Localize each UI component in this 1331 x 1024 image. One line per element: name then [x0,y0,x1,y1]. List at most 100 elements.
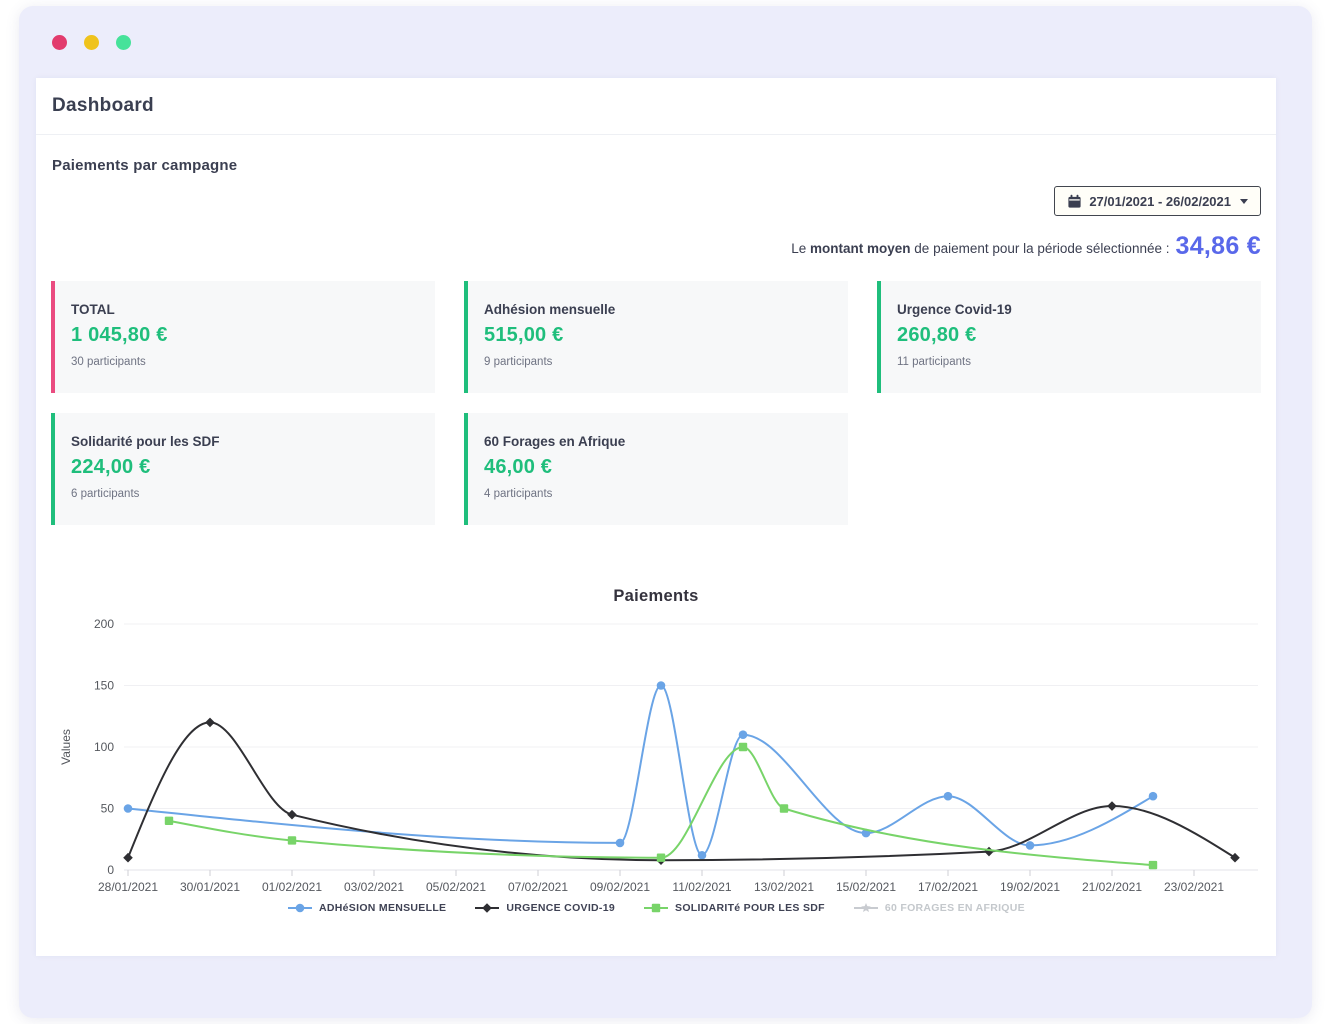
card-amount: 515,00 € [484,324,564,346]
page-title: Dashboard [52,95,154,116]
date-range-button[interactable]: 27/01/2021 - 26/02/2021 [1054,186,1261,216]
x-tick-label: 15/02/2021 [836,880,896,894]
y-tick-label: 100 [94,740,114,754]
legend-label: URGENCE COVID-19 [506,902,616,914]
data-point[interactable] [123,804,133,813]
data-point[interactable] [205,717,215,728]
caret-down-icon [1240,198,1248,204]
average-value: 34,86 € [1175,232,1261,260]
star-marker-icon [853,903,878,913]
payments-chart-section: Paiements 0 50 100 150 200 28/01/2021 30/01/20… [36,587,1276,914]
data-point[interactable] [1025,841,1035,850]
x-tick-label: 07/02/2021 [508,880,568,894]
circle-marker-icon [288,903,313,913]
x-tick-label: 19/02/2021 [1000,880,1060,894]
legend-label: 60 FORAGES EN AFRIQUE [884,902,1025,914]
average-row: Le montant moyen de paiement pour la pér… [51,234,1261,259]
card-title: Adhésion mensuelle [484,302,616,317]
section-title: Paiements par campagne [52,157,238,174]
x-tick-label: 23/02/2021 [1164,880,1224,894]
payments-line-chart[interactable]: 0 50 100 150 200 28/01/2021 30/01/2021 01/02/20… [36,614,1276,898]
stat-card-adhesion-mensuelle: Adhésion mensuelle 515,00 € 9 participan… [464,281,848,393]
minimize-button[interactable] [84,34,99,50]
chart-title: Paiements [613,587,699,605]
data-point[interactable] [1107,801,1117,811]
square-marker-icon [644,903,669,913]
y-tick-label: 150 [94,679,114,693]
legend-label: ADHéSION MENSUELLE [319,902,447,914]
x-tick-label: 17/02/2021 [918,880,978,894]
data-point[interactable] [287,809,297,820]
y-tick-label: 200 [94,617,114,631]
data-point[interactable] [164,816,174,825]
series-adh-sion-mensuelle [123,681,1158,860]
title-bar [19,6,1312,78]
card-participants: 30 participants [71,356,146,368]
data-point[interactable] [295,903,305,913]
card-title: 60 Forages en Afrique [484,434,626,449]
x-tick-label: 03/02/2021 [344,880,404,894]
close-button[interactable] [52,34,67,50]
card-participants: 11 participants [897,356,971,368]
data-point [861,903,871,913]
maximize-button[interactable] [116,34,131,50]
series-solidarit-pour-les-sdf [164,742,1158,870]
x-tick-label: 28/01/2021 [98,880,158,894]
card-participants: 9 participants [484,356,553,368]
data-point[interactable] [482,903,493,913]
x-tick-label: 13/02/2021 [754,880,814,894]
data-point[interactable] [615,838,625,848]
calendar-icon [1068,194,1081,208]
data-point[interactable] [123,852,133,863]
stats-grid: TOTAL 1 045,80 € 30 participants Adhésio… [51,281,1261,525]
series-line [127,684,1154,857]
legend-item-solidarit-pour-les-sdf[interactable]: SOLIDARITé POUR LES SDF [643,902,825,914]
data-point[interactable] [738,730,748,739]
data-point[interactable] [287,836,297,845]
y-tick-label: 0 [107,863,114,877]
data-point[interactable] [697,850,707,860]
chart-legend: ADHéSION MENSUELLE URGENCE COVID-19 SOLIDA… [36,902,1276,914]
legend-item-adh-sion-mensuelle[interactable]: ADHéSION MENSUELLE [287,902,446,914]
data-point[interactable] [984,846,994,857]
card-title: Solidarité pour les SDF [71,434,220,449]
stat-card-60-forages-en-afrique: 60 Forages en Afrique 46,00 € 4 particip… [464,413,848,525]
x-tick-label: 05/02/2021 [426,880,486,894]
card-amount: 46,00 € [484,456,553,478]
series-line [168,745,1154,867]
x-tick-label: 30/01/2021 [180,880,240,894]
y-axis-title: Values [59,729,73,765]
data-point[interactable] [943,791,953,801]
card-participants: 6 participants [71,488,140,500]
data-point[interactable] [1148,791,1158,801]
date-range-label: 27/01/2021 - 26/02/2021 [1089,193,1231,209]
x-tick-label: 09/02/2021 [590,880,650,894]
content-panel: Dashboard Paiements par campagne 27/01/2… [36,78,1276,956]
legend-label: SOLIDARITé POUR LES SDF [675,902,825,914]
x-tick-label: 11/02/2021 [672,880,731,894]
card-amount: 224,00 € [71,456,151,478]
data-point[interactable] [1148,860,1158,870]
data-point[interactable] [651,903,661,913]
y-tick-label: 50 [101,802,115,816]
legend-item-urgence-covid-19[interactable]: URGENCE COVID-19 [474,902,615,914]
toolbar: 27/01/2021 - 26/02/2021 [51,186,1261,216]
data-point[interactable] [1230,852,1240,863]
card-amount: 1 045,80 € [71,324,168,346]
data-point[interactable] [656,853,666,862]
data-point[interactable] [656,681,666,690]
data-point[interactable] [738,742,748,752]
data-point[interactable] [779,804,789,813]
card-title: TOTAL [71,302,115,317]
legend-item-60-forages-en-afrique[interactable]: 60 FORAGES EN AFRIQUE [853,902,1025,914]
stat-card-urgence-covid-19: Urgence Covid-19 260,80 € 11 participant… [877,281,1261,393]
x-tick-label: 21/02/2021 [1082,880,1142,894]
dashboard-header: Dashboard [36,78,1276,135]
stat-card-solidarite-pour-les-sdf: Solidarité pour les SDF 224,00 € 6 parti… [51,413,435,525]
card-participants: 4 participants [484,488,553,500]
card-amount: 260,80 € [897,324,977,346]
x-tick-label: 01/02/2021 [262,880,322,894]
card-title: Urgence Covid-19 [897,302,1012,317]
average-text: Le montant moyen de paiement pour la pér… [791,241,1170,256]
app-window: Dashboard Paiements par campagne 27/01/2… [19,6,1312,1018]
